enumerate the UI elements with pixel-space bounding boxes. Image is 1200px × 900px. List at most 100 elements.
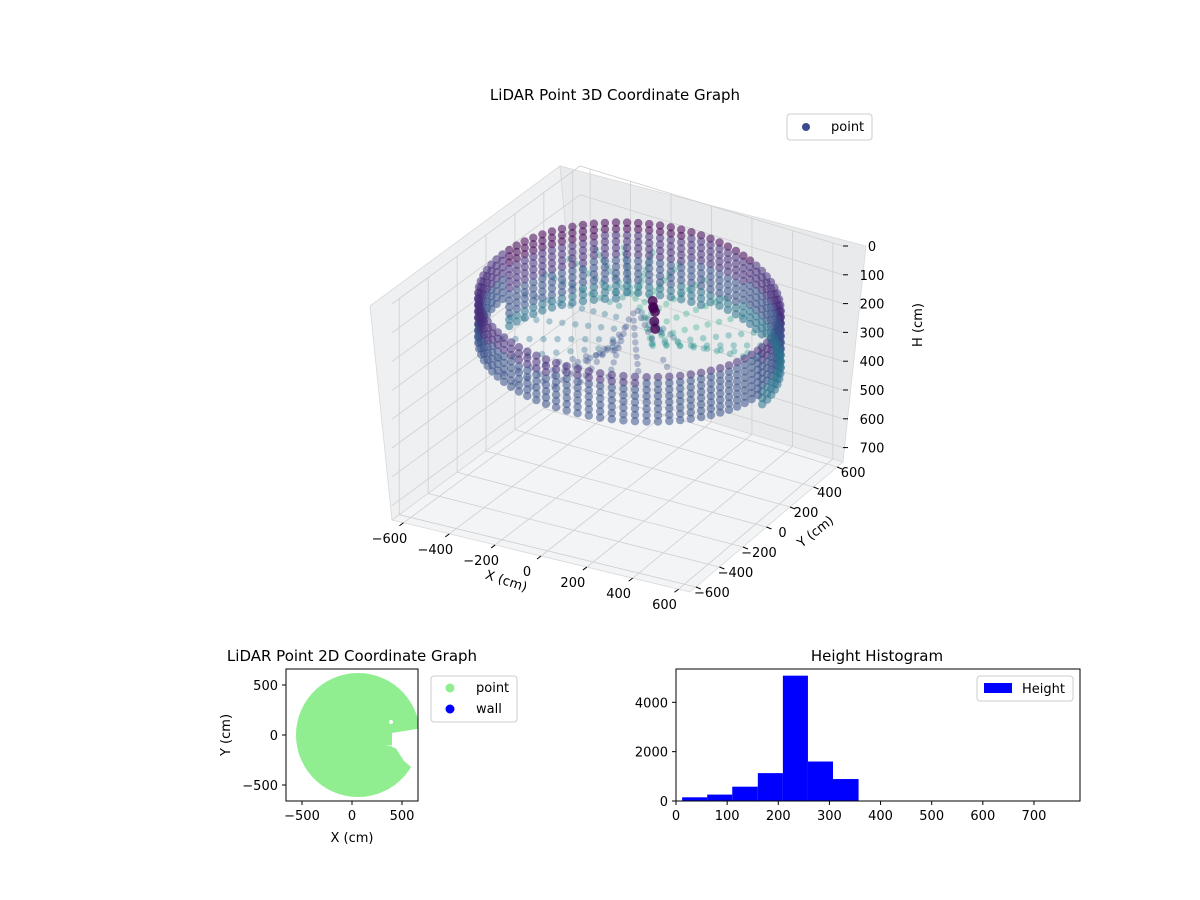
cloud-point [642,385,651,395]
cloud-point [696,294,706,303]
cloud-point [642,411,651,420]
cloud-point [512,279,521,288]
cloud-point [645,270,654,279]
cloud-point [512,247,521,257]
cloud-point [676,409,685,418]
cloud-point [557,237,567,246]
y-tick-label: 400 [817,486,842,501]
cloud-point [724,380,734,389]
cloud-point [715,251,724,260]
cloud-point [578,252,588,261]
cloud-point [704,345,711,352]
cloud-point [715,270,724,279]
cloud-point [739,270,748,279]
x-tick-label: 600 [970,809,995,824]
cloud-point [753,352,762,362]
y-tick-mark [813,486,819,490]
cloud-point [573,409,582,418]
cloud-point [676,390,685,399]
cloud-point [492,255,501,264]
cloud-point [663,341,670,348]
histogram-bar [682,797,708,801]
legend-marker-height [984,683,1012,693]
histogram-bar [757,773,783,801]
z-axis-3d-label: H (cm) [911,303,926,347]
cloud-point [665,372,674,381]
cloud-point [630,385,640,394]
cloud-point [538,230,547,239]
cloud-point [666,235,675,245]
cloud-point [520,307,529,316]
cloud-point [506,382,516,391]
cloud-point [687,247,696,256]
cloud-point [589,232,599,241]
cloud-point [474,288,483,297]
cloud-point [622,262,632,272]
cloud-point [506,363,516,372]
cloud-point [493,366,502,375]
z-tick-label: 200 [860,298,885,313]
cloud-point [622,243,632,253]
cloud-point [541,374,551,383]
cloud-point [653,411,663,420]
cloud-point [661,337,669,344]
cloud-point [696,393,706,403]
cloud-point [622,275,632,284]
cloud-point [696,368,706,377]
cloud-point [557,231,567,240]
cloud-point [660,325,667,332]
legend-label-point: point [476,681,509,696]
cloud-point [753,371,762,381]
cloud-point [596,407,605,416]
cloud-point [630,410,640,420]
cloud-point [634,288,643,297]
cloud-point [557,300,567,310]
cloud-point [634,244,643,253]
y-tick-label: −200 [741,546,777,561]
cloud-point [538,255,547,264]
cloud-point [611,275,621,284]
x-tick-mark [490,544,496,549]
cloud-point [676,384,685,393]
cloud-point [686,402,695,411]
cloud-point [568,298,577,307]
cloud-point [520,313,529,322]
cloud-point [724,399,734,408]
cloud-point [716,408,725,417]
cloud-point [607,402,616,411]
cloud-point [609,336,616,343]
cloud-point [677,295,686,304]
cloud-point [677,263,686,272]
cloud-point [568,247,577,257]
cloud-point [717,346,724,354]
y-tick-label: 0 [660,795,668,810]
cloud-point [725,332,732,339]
z-tick-label: 600 [860,413,885,428]
cloud-point [696,231,706,240]
cloud-point [706,285,715,294]
cloud-point [601,310,608,318]
cloud-point [677,269,686,279]
cloud-point [611,288,621,297]
cloud-point [505,296,514,305]
cloud-point [743,342,751,349]
cloud-point [562,361,571,371]
cloud-point [600,282,610,291]
cloud-point [655,240,665,249]
cloud-point [538,287,547,296]
cloud-point [630,379,640,388]
cloud-point [648,340,655,348]
cloud-point [649,340,656,347]
cloud-point [745,281,755,291]
cloud-point [520,256,529,265]
cloud-point [655,221,665,230]
cloud-point [589,219,599,228]
x-tick-label: −500 [284,809,320,824]
cloud-point [483,317,492,326]
cloud-point [529,246,538,255]
cloud-point [578,296,588,306]
cloud-point [499,346,509,355]
cloud-point [724,367,734,376]
cloud-point [541,368,551,377]
cloud-point [538,249,547,258]
